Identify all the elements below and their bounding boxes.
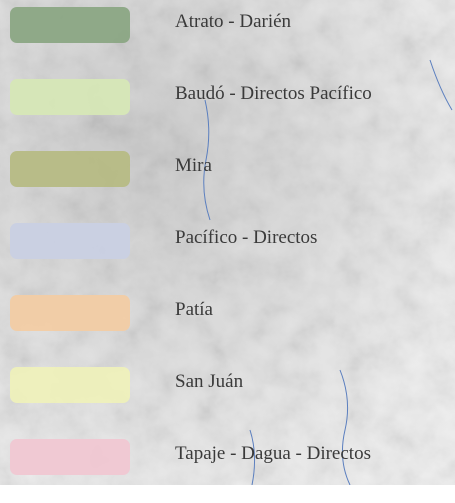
legend-item: Patía [0, 287, 455, 359]
legend-label: Mira [175, 155, 212, 177]
legend-label: Atrato - Darién [175, 11, 291, 33]
legend-item: Atrato - Darién [0, 0, 455, 71]
legend-label: Tapaje - Dagua - Directos [175, 443, 371, 465]
legend-label: Pacífico - Directos [175, 227, 317, 249]
legend-item: Pacífico - Directos [0, 215, 455, 287]
legend-swatch [10, 223, 130, 259]
legend-swatch [10, 367, 130, 403]
legend-item: San Juán [0, 359, 455, 431]
legend-swatch [10, 439, 130, 475]
legend-swatch [10, 295, 130, 331]
map-legend: Atrato - Darién Baudó - Directos Pacífico… [0, 0, 455, 485]
legend-swatch [10, 79, 130, 115]
legend-swatch [10, 7, 130, 43]
legend-label: San Juán [175, 371, 243, 393]
legend-label: Baudó - Directos Pacífico [175, 83, 372, 105]
legend-item: Mira [0, 143, 455, 215]
legend-swatch [10, 151, 130, 187]
legend-item: Baudó - Directos Pacífico [0, 71, 455, 143]
legend-label: Patía [175, 299, 213, 321]
legend-item: Tapaje - Dagua - Directos [0, 431, 455, 503]
